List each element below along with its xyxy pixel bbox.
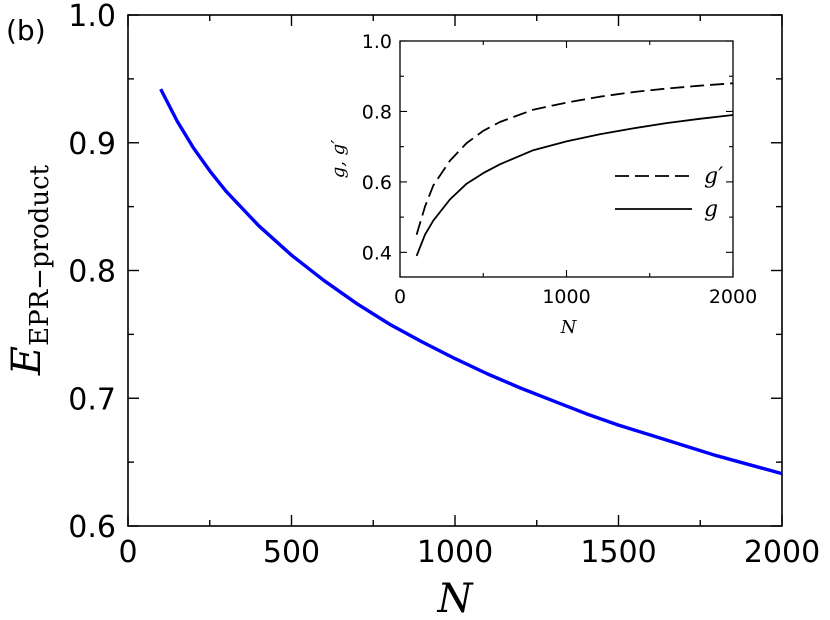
main-yaxis-label-main: E [4,346,50,376]
inset-series-1-line [415,82,734,235]
main-xtick-label: 1000 [417,535,493,570]
main-yaxis-label-subscript: EPR−product [25,164,55,346]
inset-xtick-label: 2000 [709,286,757,308]
main-plot: 0 500 1000 1500 2000 0.6 0.7 0.8 0.9 1.0 N EEPR−pro… [4,0,820,620]
inset-ytick-label: 0.6 [362,172,392,194]
main-xtick-label: 2000 [744,535,820,570]
inset-yaxis-label: g, g′ [328,140,349,179]
main-xaxis-label: N [437,576,475,620]
main-yaxis-label: EEPR−product [4,164,55,376]
inset-ytick-label: 0.8 [362,101,392,123]
inset-xaxis-label: N [560,317,578,338]
inset-legend-label-1: g′ [704,164,723,189]
main-xtick-label: 1500 [580,535,656,570]
inset-plot: 0 1000 2000 0.4 0.6 0.8 1.0 Ng, g′ g′ g [328,31,757,338]
main-ytick-label: 0.6 [68,510,116,545]
inset-series-2-line [415,114,734,257]
main-ytick-label: 0.7 [68,382,116,417]
inset-background [400,41,733,277]
inset-legend-label-2: g [704,197,718,222]
main-series-1-line [159,88,783,476]
main-xtick-label: 0 [118,535,137,570]
inset-xtick-label: 1000 [542,286,590,308]
inset-ytick-label: 0.4 [362,242,392,264]
main-ytick-label: 0.8 [68,255,116,290]
panel-label: (b) [6,14,46,47]
main-ytick-label: 0.9 [68,127,116,162]
main-ytick-label: 1.0 [68,0,116,34]
main-xtick-label: 500 [263,535,320,570]
inset-ytick-label: 1.0 [362,31,392,53]
inset-xtick-label: 0 [394,286,406,308]
